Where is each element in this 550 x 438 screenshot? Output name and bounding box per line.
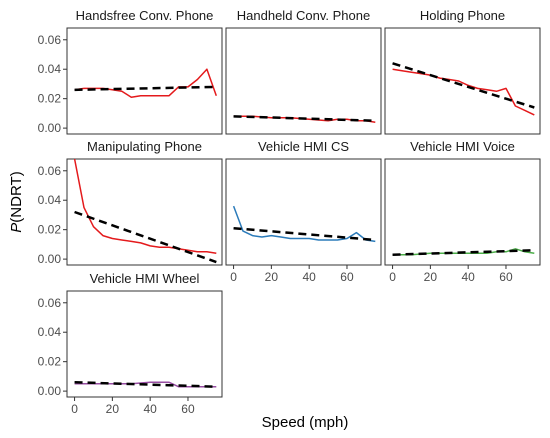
- panel-title: Handheld Conv. Phone: [237, 8, 370, 23]
- x-axis-label: Speed (mph): [262, 414, 349, 431]
- x-tick-label: 60: [499, 270, 513, 284]
- y-tick-label: 0.02: [38, 223, 62, 237]
- x-tick-label: 0: [389, 270, 396, 284]
- trend-line: [392, 249, 535, 256]
- y-tick-label: 0.02: [38, 355, 62, 369]
- series-line: [392, 68, 535, 116]
- trend-line: [233, 226, 376, 242]
- panel-6: Vehicle HMI Voice 0 20 40 60: [384, 139, 541, 284]
- panel-title: Handsfree Conv. Phone: [76, 8, 214, 23]
- panel-3: Holding Phone: [384, 8, 541, 135]
- x-tick-label: 20: [424, 270, 438, 284]
- x-tick-label: 40: [461, 270, 475, 284]
- series-line: [232, 205, 376, 243]
- y-tick-label: 0.00: [38, 384, 62, 398]
- series-line: [74, 68, 218, 98]
- y-tick-label: 0.02: [38, 92, 62, 106]
- y-axis-label-rest: (NDRT): [8, 171, 25, 222]
- panel-2: Handheld Conv. Phone: [225, 8, 382, 135]
- panel-1: Handsfree Conv. Phone 0.00 0.02 0.04 0.06: [38, 8, 223, 135]
- panel-frame: [66, 27, 223, 135]
- panel-4: Manipulating Phone 0.00 0.02 0.04 0.06: [38, 139, 223, 266]
- panels-group: Handsfree Conv. Phone0.000.020.040.06Han…: [38, 8, 541, 416]
- x-tick-label: 0: [230, 270, 237, 284]
- panel-frame: [225, 158, 382, 266]
- x-tick-label: 20: [106, 402, 120, 416]
- x-tick-label: 60: [340, 270, 354, 284]
- x-tick-label: 40: [143, 402, 157, 416]
- trend-line: [74, 85, 217, 92]
- panel-title: Manipulating Phone: [87, 139, 202, 154]
- x-tick-label: 20: [265, 270, 279, 284]
- y-axis-label-italic: P: [8, 223, 25, 233]
- panel-title: Holding Phone: [420, 8, 505, 23]
- y-tick-label: 0.06: [38, 33, 62, 47]
- series-line: [73, 158, 217, 254]
- panel-title: Vehicle HMI Voice: [410, 139, 515, 154]
- trend-line: [233, 115, 376, 122]
- trend-line: [392, 62, 535, 109]
- panel-frame: [384, 27, 541, 135]
- y-tick-label: 0.00: [38, 252, 62, 266]
- panel-frame: [384, 158, 541, 266]
- panel-title: Vehicle HMI Wheel: [90, 271, 200, 286]
- x-tick-label: 0: [71, 402, 78, 416]
- panel-title: Vehicle HMI CS: [258, 139, 349, 154]
- y-tick-label: 0.06: [38, 296, 62, 310]
- trend-line: [74, 381, 217, 388]
- panel-frame: [66, 158, 223, 266]
- y-axis-label: P(NDRT): [8, 171, 25, 232]
- x-tick-label: 40: [302, 270, 316, 284]
- y-tick-label: 0.04: [38, 62, 62, 76]
- y-tick-label: 0.00: [38, 121, 62, 135]
- panel-frame: [66, 290, 223, 398]
- x-tick-label: 60: [181, 402, 195, 416]
- y-tick-label: 0.06: [38, 164, 62, 178]
- panel-5: Vehicle HMI CS 0 20 40 60: [225, 139, 382, 284]
- panel-7: Vehicle HMI Wheel 0.00 0.02 0.04 0.06 0 20 40 60: [38, 271, 223, 416]
- y-tick-label: 0.04: [38, 325, 62, 339]
- y-tick-label: 0.04: [38, 193, 62, 207]
